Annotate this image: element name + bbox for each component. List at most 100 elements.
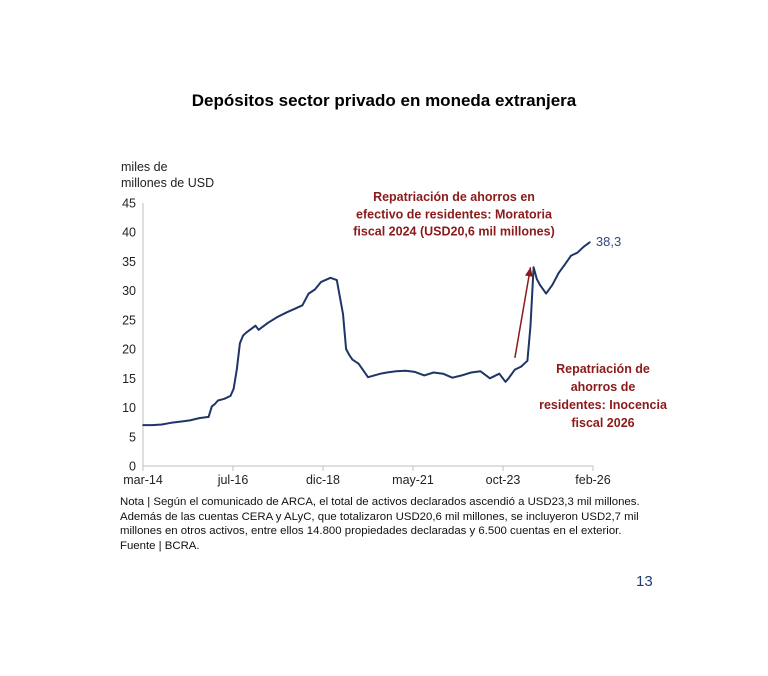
data-point [536,278,538,280]
data-point [276,316,279,318]
data-point [232,388,235,390]
data-point [526,360,529,362]
data-point [557,272,560,274]
arrow-head [525,267,533,277]
data-point [551,284,554,286]
series-layer: 38,3 [142,234,621,427]
data-point [582,246,585,248]
data-point [423,374,426,377]
data-point [170,422,172,424]
y-axis-label: miles de millones de USD [121,159,214,191]
data-point [236,368,238,371]
annotation-inocencia-line: Repatriación de [556,362,650,376]
annotation-moratoria-line: efectivo de residentes: Moratoria [356,207,553,221]
data-point [414,371,416,373]
x-tick-label: feb-26 [575,473,610,487]
annotation-arrow [514,267,532,359]
data-point [367,376,369,379]
data-point [189,419,191,422]
data-point [151,424,154,426]
y-tick-label: 30 [122,284,136,298]
data-point [245,331,247,334]
data-point [320,281,322,283]
data-point [442,372,444,375]
data-point [257,329,260,331]
data-point [295,307,297,310]
source-text: Fuente | BCRA. [120,539,200,552]
y-tick-label: 5 [129,430,136,444]
y-tick-label: 40 [122,226,136,240]
data-point [498,372,501,375]
y-tick-label: 20 [122,343,136,357]
footnote: Nota | Según el comunicado de ARCA, el t… [120,495,650,553]
data-point [211,405,213,408]
page-number: 13 [636,573,653,590]
data-point [470,371,472,374]
data-point [451,376,454,379]
data-point [479,370,482,373]
data-point [357,362,360,365]
data-point [307,292,310,295]
data-point [314,288,316,291]
data-point [267,322,269,324]
data-point [198,417,201,419]
data-point [570,254,572,257]
annotation-inocencia-line: fiscal 2026 [571,416,634,430]
data-point [342,313,344,315]
data-point [223,398,226,400]
y-tick-label: 15 [122,372,136,386]
data-point [217,399,219,402]
x-tick-label: jul-16 [217,473,249,487]
annotations: Repatriación de ahorros en efectivo de re… [353,190,668,430]
data-point [504,381,507,383]
x-tick-label: dic-18 [306,473,340,487]
data-point [564,263,566,266]
data-point [301,304,304,307]
series-line [143,241,591,427]
x-axis: mar-14 jul-16 dic-18 may-21 oct-23 feb-26 [123,465,611,487]
data-point [207,416,210,418]
data-point [461,374,463,377]
data-point [539,284,541,286]
data-point [214,403,216,405]
data-point [404,369,407,372]
annotation-inocencia-line: residentes: Inocencia [539,398,668,412]
annotation-moratoria-line: Repatriación de ahorros en [373,190,535,204]
data-point [386,371,388,374]
data-point [529,324,532,327]
data-point [489,377,491,380]
data-point [345,348,347,350]
annotation-inocencia-line: ahorros de [571,380,636,394]
data-point [532,266,535,269]
data-point [142,424,144,426]
data-point [348,354,351,356]
y-axis: 0 5 10 15 20 25 30 35 40 45 [122,197,144,474]
last-value-label: 38,3 [596,234,621,249]
data-point [161,423,163,426]
y-tick-label: 0 [129,460,136,474]
data-point [254,324,257,327]
data-point [351,358,354,361]
data-point [286,311,288,314]
y-tick-label: 35 [122,255,136,269]
data-point [229,395,232,397]
data-point [545,292,547,295]
y-tick-label: 25 [122,313,136,327]
data-point [179,420,182,423]
data-point [336,279,338,281]
y-axis-label-line-1: miles de [121,160,168,174]
data-point [329,277,332,279]
data-point [589,241,591,243]
y-axis-label-line-2: millones de USD [121,176,215,190]
x-tick-label: oct-23 [486,473,521,487]
data-point [395,370,397,373]
data-point [514,368,516,371]
data-point [379,372,382,375]
chart-title: Depósitos sector privado en moneda extra… [191,91,577,110]
data-point [507,377,510,380]
data-point [520,365,522,368]
y-tick-label: 10 [122,401,136,415]
annotation-moratoria-line: fiscal 2024 (USD20,6 mil millones) [353,225,554,239]
y-tick-label: 45 [122,197,136,211]
footnote-text: Nota | Según el comunicado de ARCA, el t… [120,496,640,538]
